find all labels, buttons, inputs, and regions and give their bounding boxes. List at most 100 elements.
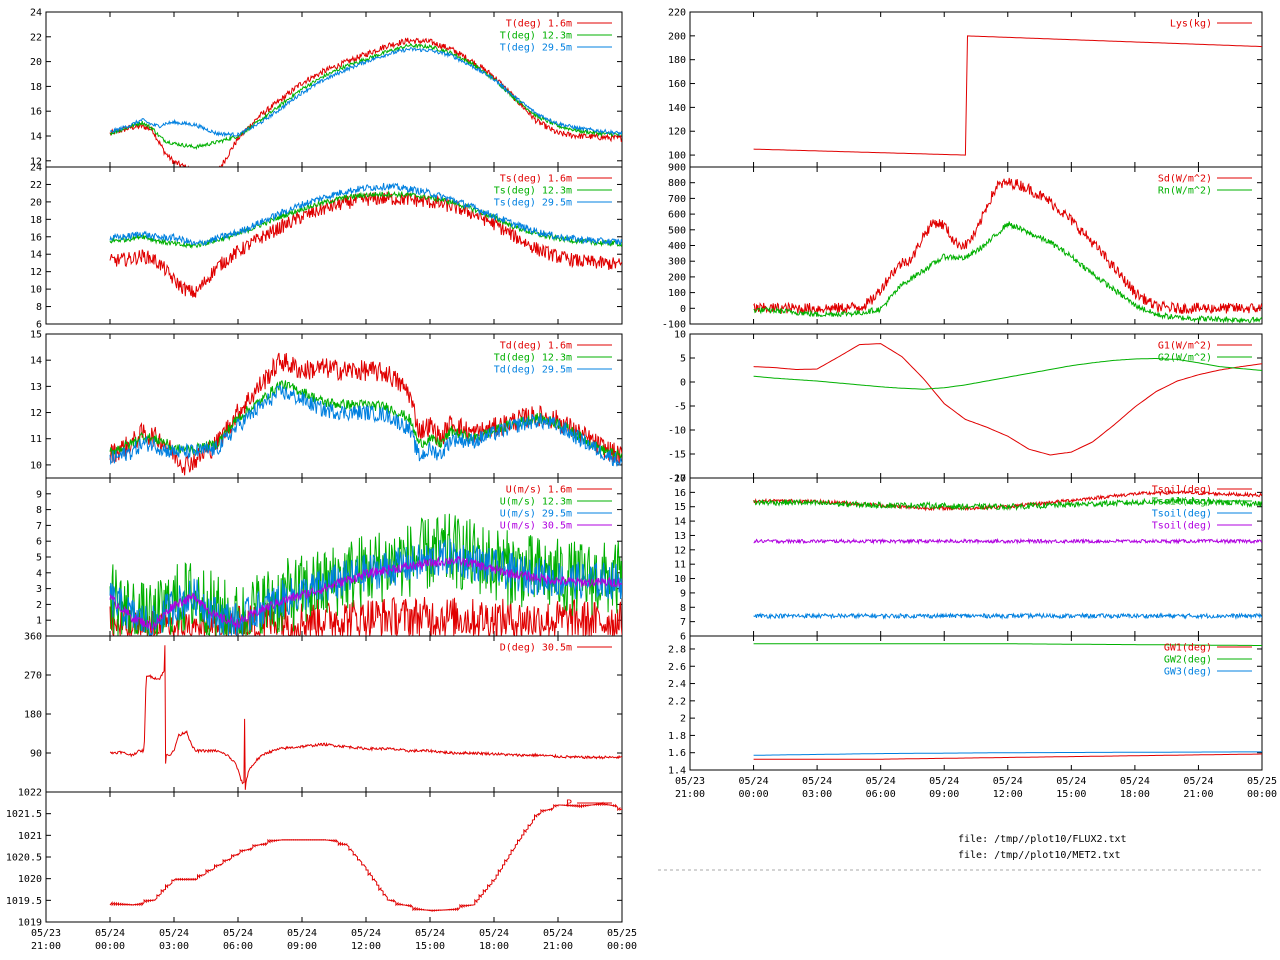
legend-label: Sd(W/m^2) (1158, 174, 1212, 185)
y-tick-label: 15 (674, 502, 686, 513)
x-tick-label-time: 15:00 (1056, 789, 1086, 800)
legend-label: Ts(deg) 1.6m (500, 174, 572, 185)
y-tick-label: -5 (674, 402, 686, 413)
y-tick-label: 18 (30, 215, 42, 226)
y-tick-label: 7 (680, 617, 686, 628)
x-tick-label-date: 05/24 (415, 928, 445, 939)
y-tick-label: -20 (668, 474, 686, 485)
y-tick-label: 180 (24, 710, 42, 721)
x-tick-label-time: 03:00 (802, 789, 832, 800)
y-tick-label: 12 (674, 545, 686, 556)
series-line (109, 191, 622, 298)
series-line (753, 612, 1262, 620)
y-tick-label: 2.8 (668, 644, 686, 655)
series-line (109, 182, 622, 246)
file-annotation-2: file: /tmp//plot10/MET2.txt (958, 850, 1121, 861)
legend-label: Tsoil(deg) (1152, 485, 1212, 496)
y-tick-label: 5 (680, 354, 686, 365)
y-tick-label: 13 (30, 382, 42, 393)
legend-label: Ts(deg) 12.3m (494, 186, 572, 197)
y-tick-label: 400 (668, 241, 686, 252)
legend-label: Tsoil(deg) (1152, 497, 1212, 508)
y-tick-label: 12 (30, 267, 42, 278)
y-tick-label: 9 (36, 489, 42, 500)
y-tick-label: 16 (674, 488, 686, 499)
y-tick-label: 16 (30, 232, 42, 243)
x-tick-label-date: 05/24 (543, 928, 573, 939)
y-tick-label: 120 (668, 127, 686, 138)
chart-lys: 100 120 140 160 180 200 220 Lys(kg) (668, 8, 1263, 168)
y-tick-label: 220 (668, 8, 686, 19)
y-tick-label: 90 (30, 749, 42, 760)
legend-label: Td(deg) 12.3m (494, 353, 572, 364)
legend-label: U(m/s) 1.6m (506, 485, 572, 496)
y-tick-label: 5 (36, 553, 42, 564)
y-tick-label: 9 (680, 588, 686, 599)
y-tick-label: 14 (674, 517, 686, 528)
x-tick-label-date: 05/24 (479, 928, 509, 939)
x-tick-label-time: 06:00 (866, 789, 896, 800)
legend-label: Ts(deg) 29.5m (494, 198, 572, 209)
y-tick-label: 100 (668, 151, 686, 162)
x-tick-label-date: 05/24 (1183, 776, 1213, 787)
plot-frame (45, 791, 623, 923)
y-tick-label: 24 (30, 163, 42, 174)
legend-label: G2(W/m^2) (1158, 353, 1212, 364)
y-tick-label: 6 (680, 632, 686, 643)
y-tick-label: 14 (30, 356, 42, 367)
y-tick-label: 1.8 (668, 731, 686, 742)
y-tick-label: 8 (36, 302, 42, 313)
y-tick-label: 2 (36, 600, 42, 611)
series-line (753, 753, 1262, 760)
x-tick-label-date: 05/24 (739, 776, 769, 787)
legend-label: GW1(deg) (1164, 643, 1212, 654)
legend-label: D(deg) 30.5m (500, 643, 572, 654)
x-tick-label-date: 05/23 (31, 928, 61, 939)
y-tick-label: 1021.5 (6, 809, 42, 820)
chart-t: 12 14 16 18 20 22 24 T(deg) 1.6mT(deg) 12.3mT(d… (30, 8, 623, 168)
y-tick-label: 22 (30, 32, 42, 43)
series-line (753, 537, 1262, 545)
legend-label: GW2(deg) (1164, 655, 1212, 666)
series-line (109, 645, 622, 790)
y-tick-label: 20 (30, 197, 42, 208)
series-line (753, 643, 1262, 646)
y-tick-label: 6 (36, 537, 42, 548)
legend-label: G1(W/m^2) (1158, 341, 1212, 352)
y-tick-label: 800 (668, 178, 686, 189)
y-tick-label: 12 (30, 156, 42, 167)
y-tick-label: -10 (668, 426, 686, 437)
y-tick-label: 3 (36, 584, 42, 595)
x-tick-label-date: 05/24 (1056, 776, 1086, 787)
x-tick-label-time: 06:00 (223, 941, 253, 952)
x-tick-label-date: 05/24 (351, 928, 381, 939)
series-line (109, 801, 622, 913)
series-line (109, 42, 622, 150)
y-tick-label: 10 (30, 285, 42, 296)
legend-label: T(deg) 29.5m (500, 43, 572, 54)
x-tick-label-date: 05/24 (1120, 776, 1150, 787)
plot-frame (689, 11, 1263, 168)
x-tick-label-time: 12:00 (351, 941, 381, 952)
x-tick-label-time: 18:00 (479, 941, 509, 952)
y-tick-label: 200 (668, 272, 686, 283)
y-tick-label: 1.4 (668, 766, 686, 777)
legend-label: GW3(deg) (1164, 667, 1212, 678)
y-tick-label: 2.2 (668, 696, 686, 707)
series-line (753, 177, 1262, 315)
y-tick-label: 1020 (18, 874, 42, 885)
y-tick-label: 2.6 (668, 662, 686, 673)
x-tick-label-time: 00:00 (1247, 789, 1277, 800)
y-tick-label: 1019 (18, 918, 42, 929)
x-tick-label-time: 09:00 (287, 941, 317, 952)
x-tick-label-time: 03:00 (159, 941, 189, 952)
y-tick-label: 100 (668, 288, 686, 299)
y-tick-label: 16 (30, 107, 42, 118)
x-tick-label-date: 05/24 (95, 928, 125, 939)
legend-label: T(deg) 1.6m (506, 19, 572, 30)
x-tick-label-time: 18:00 (1120, 789, 1150, 800)
x-tick-label-date: 05/25 (607, 928, 637, 939)
x-tick-label-date: 05/24 (929, 776, 959, 787)
